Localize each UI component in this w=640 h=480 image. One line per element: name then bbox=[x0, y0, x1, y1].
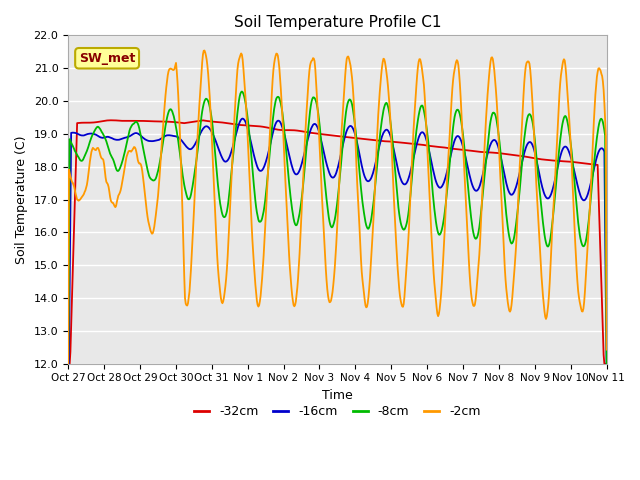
Y-axis label: Soil Temperature (C): Soil Temperature (C) bbox=[15, 135, 28, 264]
X-axis label: Time: Time bbox=[322, 389, 353, 402]
Text: SW_met: SW_met bbox=[79, 52, 135, 65]
Title: Soil Temperature Profile C1: Soil Temperature Profile C1 bbox=[234, 15, 441, 30]
Legend: -32cm, -16cm, -8cm, -2cm: -32cm, -16cm, -8cm, -2cm bbox=[189, 400, 486, 423]
